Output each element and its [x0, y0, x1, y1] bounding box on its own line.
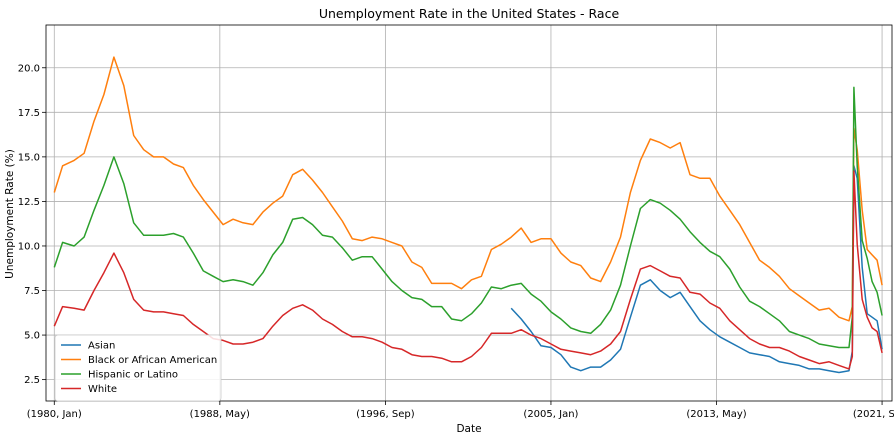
y-axis-ticks: 2.5 5.0 7.5 10.0 12.5 15.0 17.5 20.0 [18, 63, 46, 386]
legend-label: White [88, 384, 117, 395]
x-tick-label: (2021, Sep) [853, 409, 894, 420]
x-tick-label: (1988, May) [190, 409, 250, 420]
x-tick-label: (2005, Jan) [523, 409, 578, 420]
series-line-white [53, 170, 883, 370]
x-axis-title: Date [456, 423, 481, 435]
y-tick-label: 7.5 [24, 286, 40, 297]
y-tick-label: 10.0 [18, 241, 40, 252]
legend-label: Black or African American [88, 355, 217, 366]
y-axis-title: Unemployment Rate (%) [4, 149, 16, 279]
plot-frame [45, 24, 893, 402]
y-tick-label: 17.5 [18, 108, 40, 119]
y-tick-label: 2.5 [24, 375, 40, 386]
legend-label: Asian [88, 341, 115, 352]
x-tick-label: (2013, May) [686, 409, 746, 420]
y-tick-label: 5.0 [24, 331, 40, 342]
legend-box [54, 334, 222, 402]
series-lines [53, 56, 883, 374]
x-tick-label: (1980, Jan) [27, 409, 82, 420]
y-tick-label: 15.0 [18, 152, 40, 163]
series-line-black-or-african-american [53, 56, 883, 322]
x-axis-ticks: (1980, Jan) (1988, May) (1996, Sep) (2005, … [27, 401, 894, 420]
x-tick-label: (1996, Sep) [356, 409, 415, 420]
chart-title: Unemployment Rate in the United States -… [319, 6, 620, 21]
legend-label: Hispanic or Latino [88, 370, 178, 381]
legend: Asian Black or African American Hispanic o… [54, 334, 222, 402]
y-tick-label: 20.0 [18, 63, 40, 74]
y-tick-label: 12.5 [18, 197, 40, 208]
series-line-hispanic-or-latino [53, 86, 883, 349]
